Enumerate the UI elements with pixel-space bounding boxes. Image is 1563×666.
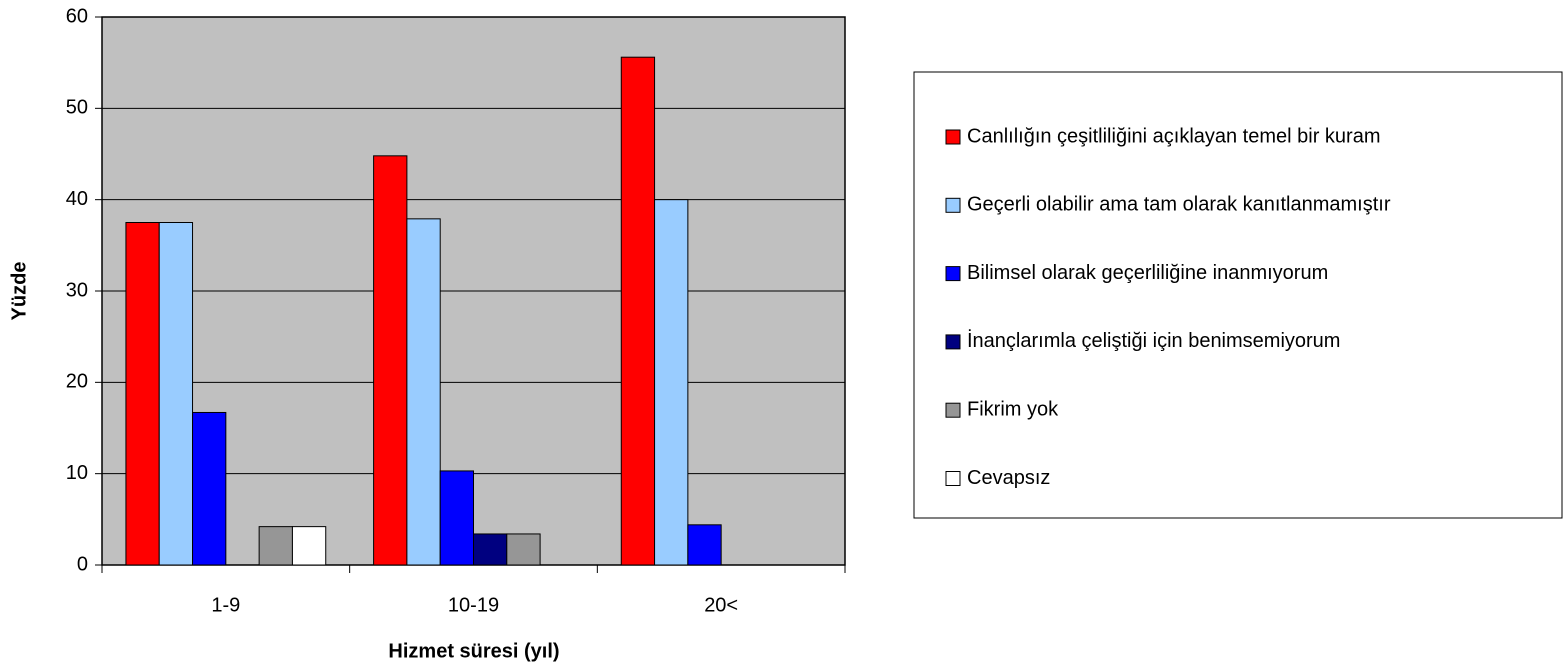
bar [291,526,327,566]
x-axis-label: Hizmet süresi (yıl) [388,640,559,662]
legend-label: Cevapsız [967,467,1050,489]
bar [506,533,541,566]
legend-swatch [945,334,961,350]
bar [439,470,475,566]
bar [125,222,160,566]
y-tick-label: 10 [66,462,88,484]
legend-swatch [945,402,961,418]
y-tick-label: 40 [66,188,88,210]
y-tick-label: 0 [77,553,88,575]
legend-label: Canlılığın çeşitliliğini açıklayan temel… [967,125,1381,147]
legend-box [913,71,1563,519]
legend-label: Fikrim yok [967,398,1059,420]
bar [654,199,689,566]
legend-swatch [945,266,961,282]
x-tick-label: 1-9 [211,594,240,616]
legend-swatch [945,129,961,145]
bar [158,222,194,566]
y-tick-label: 20 [66,371,88,393]
bar [687,524,722,566]
bar [406,218,441,566]
bar [373,155,408,566]
x-tick-label: 10-19 [448,594,499,616]
bar [620,56,656,566]
bar [192,411,227,566]
legend-label: Bilimsel olarak geçerliliğine inanmıyoru… [967,262,1328,284]
legend-label: İnançlarımla çeliştiği için benimsemiyor… [967,329,1340,352]
legend-swatch [945,471,961,486]
y-tick-label: 30 [66,279,88,301]
y-axis-label: Yüzde [8,262,30,321]
y-tick-label: 50 [66,97,88,119]
bar [258,526,293,566]
bar [473,533,508,566]
y-tick-label: 60 [66,5,88,27]
x-tick-label: 20< [704,594,738,616]
legend-label: Geçerli olabilir ama tam olarak kanıtlan… [967,194,1391,216]
legend-swatch [945,197,961,213]
